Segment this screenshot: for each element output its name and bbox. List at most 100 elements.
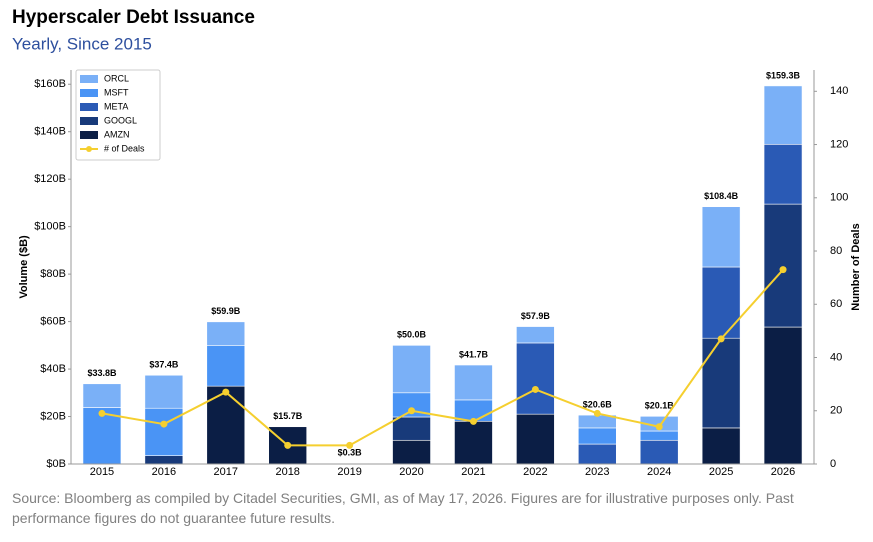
deals-point — [469, 417, 477, 425]
deals-point — [408, 407, 416, 415]
bar-segment — [392, 416, 431, 441]
legend-label: META — [104, 101, 128, 111]
bar-segment — [82, 383, 122, 408]
total-label: $50.0B — [397, 330, 427, 340]
bar-segment — [701, 266, 741, 339]
y-tick-label: $60B — [40, 315, 66, 327]
x-tick-label: 2021 — [461, 466, 485, 478]
deals-point — [222, 388, 230, 396]
legend-swatch — [80, 103, 98, 111]
y-tick-label: $40B — [40, 363, 66, 375]
y-tick-label: $80B — [40, 268, 66, 280]
chart-subtitle: Yearly, Since 2015 — [12, 34, 152, 53]
y2-tick-label: 80 — [830, 245, 842, 257]
bar-segment — [144, 407, 184, 456]
total-label: $41.7B — [459, 349, 489, 359]
source-note: Source: Bloomberg as compiled by Citadel… — [12, 490, 794, 526]
total-label: $0.3B — [338, 448, 363, 458]
bar-segment — [454, 420, 493, 465]
bar-segment — [763, 85, 803, 145]
bar-segment — [763, 326, 803, 465]
deals-point — [779, 266, 787, 274]
bar-segment — [206, 345, 246, 387]
deals-point — [284, 441, 292, 449]
total-label: $15.7B — [273, 411, 303, 421]
bar-segment — [763, 143, 803, 205]
x-tick-label: 2025 — [709, 466, 733, 478]
y-tick-label: $140B — [34, 126, 66, 138]
y-tick-label: $100B — [34, 221, 66, 233]
y2-tick-label: 140 — [830, 85, 848, 97]
x-tick-label: 2020 — [399, 466, 423, 478]
bar-segment — [639, 430, 679, 441]
bar-segment — [701, 427, 741, 465]
bar-segment — [639, 439, 679, 465]
bar-segment — [392, 439, 431, 465]
x-tick-label: 2018 — [275, 466, 299, 478]
y-tick-label: $20B — [40, 410, 66, 422]
legend-swatch — [80, 131, 98, 139]
bar-segment — [701, 206, 741, 268]
chart: Hyperscaler Debt Issuance Yearly, Since … — [12, 7, 862, 478]
bar-segment — [577, 427, 617, 445]
legend-marker — [86, 146, 92, 152]
legend-label: GOOGL — [104, 115, 137, 125]
chart-title: Hyperscaler Debt Issuance — [12, 7, 255, 28]
bar-segment — [82, 407, 122, 465]
legend-swatch — [80, 75, 98, 83]
y2-axis-label: Number of Deals — [850, 223, 862, 310]
x-tick-label: 2019 — [337, 466, 361, 478]
bar-segment — [763, 203, 803, 328]
legend-label: AMZN — [104, 129, 130, 139]
x-tick-label: 2016 — [152, 466, 176, 478]
total-label: $20.6B — [583, 399, 613, 409]
y-tick-label: $0B — [46, 458, 66, 470]
deals-point — [593, 409, 601, 417]
bar-segment — [516, 326, 555, 344]
total-label: $159.3B — [766, 70, 801, 80]
bar-segment — [577, 443, 617, 465]
total-label: $57.9B — [521, 311, 551, 321]
bar-segment — [516, 342, 555, 415]
bar-segment — [516, 413, 555, 465]
x-tick-label: 2022 — [523, 466, 547, 478]
bar-segment — [206, 321, 246, 346]
deals-point — [655, 423, 663, 431]
bar-segment — [454, 364, 493, 401]
bar-segment — [206, 385, 246, 465]
deals-line — [101, 268, 784, 447]
legend-label: ORCL — [104, 73, 129, 83]
deals-point — [160, 420, 168, 428]
deals-point — [717, 335, 725, 343]
y2-tick-label: 100 — [830, 192, 848, 204]
x-tick-label: 2024 — [647, 466, 671, 478]
bar-segment — [392, 345, 431, 394]
deals-point — [346, 441, 354, 449]
legend-label: # of Deals — [104, 143, 145, 153]
y-axis-label: Volume ($B) — [18, 235, 30, 299]
x-tick-label: 2026 — [771, 466, 795, 478]
x-tick-label: 2017 — [214, 466, 238, 478]
bar-segment — [701, 337, 741, 429]
legend: ORCL MSFT META GOOGL AMZN # of Deals — [75, 69, 161, 161]
legend-swatch — [80, 117, 98, 125]
total-label: $33.8B — [87, 368, 117, 378]
total-label: $37.4B — [149, 360, 179, 370]
bar-segment — [144, 374, 184, 409]
deals-point — [531, 385, 539, 393]
y2-tick-label: 60 — [830, 298, 842, 310]
total-label: $59.9B — [211, 306, 241, 316]
total-label: $20.1B — [645, 401, 675, 411]
y2-tick-label: 120 — [830, 138, 848, 150]
y2-tick-label: 20 — [830, 405, 842, 417]
deals-point — [98, 409, 106, 417]
y-tick-label: $160B — [34, 78, 66, 90]
y-tick-label: $120B — [34, 173, 66, 185]
legend-label: MSFT — [104, 87, 129, 97]
legend-swatch — [80, 89, 98, 97]
total-label: $108.4B — [704, 191, 739, 201]
y2-tick-label: 40 — [830, 351, 842, 363]
bar-segment — [144, 455, 184, 465]
x-tick-label: 2015 — [90, 466, 114, 478]
